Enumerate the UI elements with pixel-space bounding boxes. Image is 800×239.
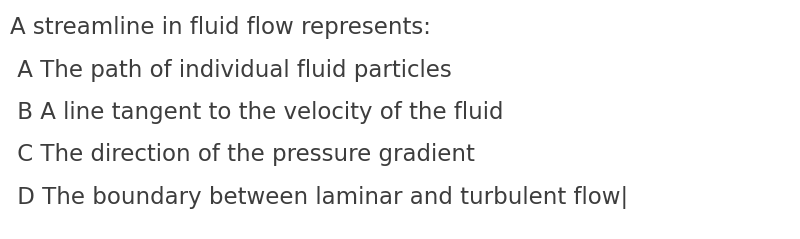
Text: A The path of individual fluid particles: A The path of individual fluid particles xyxy=(10,59,451,82)
Text: C The direction of the pressure gradient: C The direction of the pressure gradient xyxy=(10,143,474,166)
Text: B A line tangent to the velocity of the fluid: B A line tangent to the velocity of the … xyxy=(10,101,503,124)
Text: A streamline in fluid flow represents:: A streamline in fluid flow represents: xyxy=(10,16,430,39)
Text: D The boundary between laminar and turbulent flow|: D The boundary between laminar and turbu… xyxy=(10,186,628,209)
